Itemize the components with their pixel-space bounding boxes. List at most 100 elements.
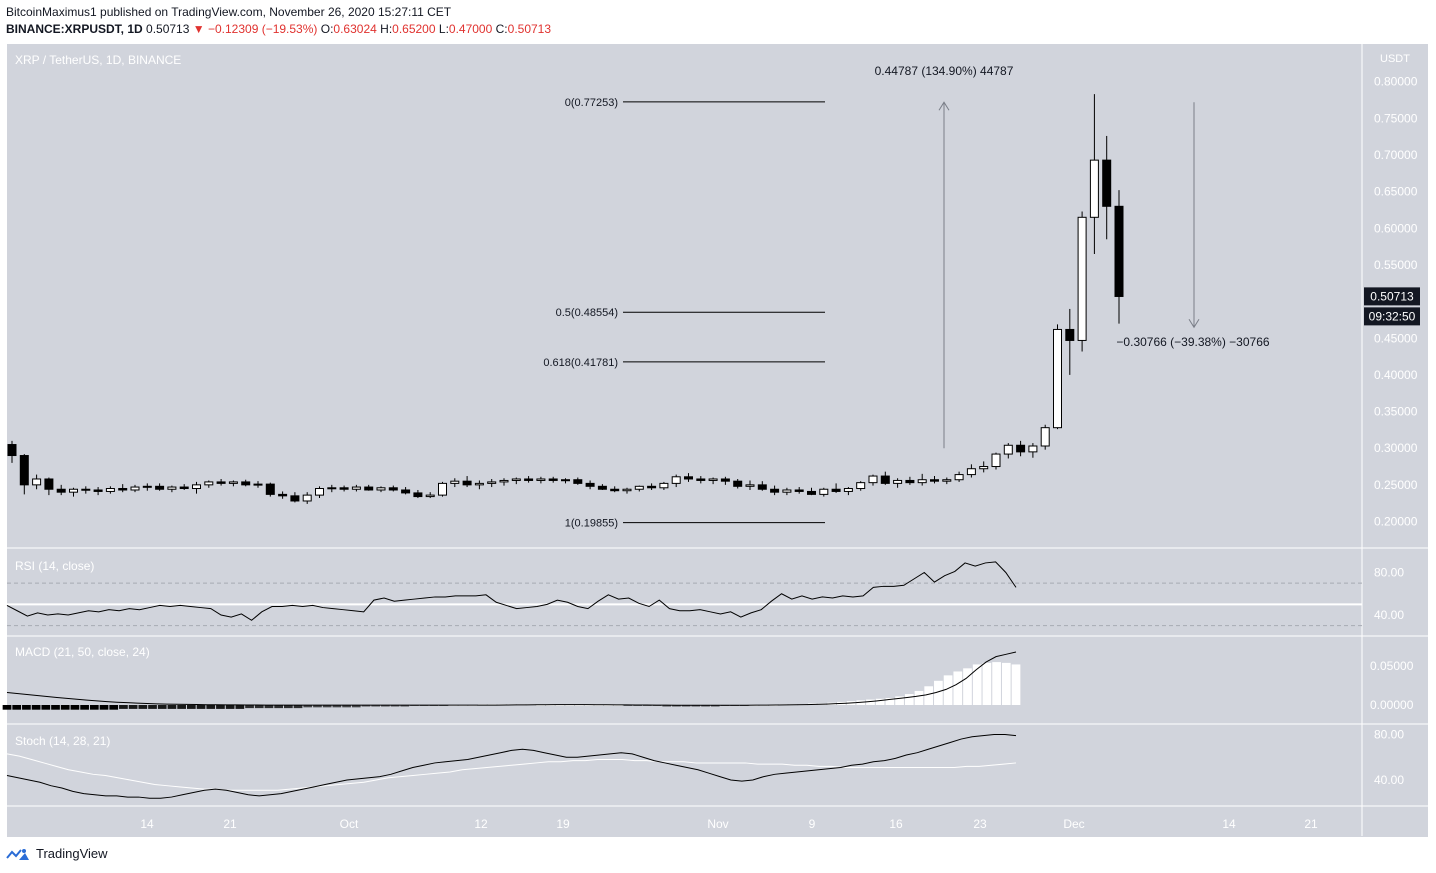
macd-histogram-bar [245,705,254,709]
bearish-candle [794,489,804,492]
rsi-title: RSI (14, close) [15,559,94,573]
bearish-candle [155,485,165,490]
macd-histogram-bar [332,705,342,708]
bearish-candle [364,486,374,491]
last-price-badge [1364,287,1420,306]
bullish-candle [142,485,152,488]
last-price-label: 0.50713 [1370,289,1414,303]
fib-level-label: 0.618(0.41781) [543,357,618,369]
bullish-candle [1028,445,1038,453]
bearish-candle [265,483,275,495]
macd-histogram-bar [99,705,109,710]
bullish-candle [376,487,386,491]
macd-histogram-bar [293,705,303,709]
macd-histogram-bar [167,705,177,709]
change-value: ▼ −0.12309 (−19.53%) [192,22,318,36]
bearish-candle [81,488,91,491]
macd-histogram-bar [681,705,691,707]
bullish-candle [1089,159,1099,218]
close-value: 0.50713 [507,22,552,36]
high-value: 0.65200 [392,22,436,36]
macd-histogram-bar [22,705,31,710]
macd-histogram-bar [109,705,119,710]
bearish-candle [647,485,657,489]
bullish-candle [966,468,976,476]
bullish-candle [315,488,324,496]
bullish-candle [253,483,263,486]
bearish-candle [930,479,939,482]
macd-histogram-bar [575,705,584,706]
price-tick-label: 0.55000 [1374,258,1418,272]
bearish-candle [524,478,534,481]
macd-histogram-bar [565,705,575,706]
time-tick-label: 21 [223,817,237,831]
bullish-candle [917,479,927,484]
bearish-candle [19,455,29,486]
macd-histogram-bar [604,705,613,706]
time-tick-label: 23 [973,817,987,831]
bullish-candle [450,480,460,484]
macd-histogram-bar [672,705,681,707]
time-tick-label: Nov [707,817,728,831]
open-label: O: [320,22,334,36]
countdown-label: 09:32:50 [1369,309,1416,323]
macd-histogram-bar [157,705,167,709]
macd-title: MACD (21, 50, close, 24) [15,645,150,659]
measure-down-arrowhead [1188,318,1200,329]
bearish-candle [93,489,103,492]
bullish-candle [204,481,214,486]
macd-histogram-bar [89,705,99,710]
measure-up-arrowhead [938,101,950,111]
measure-up-label: 0.44787 (134.90%) 44787 [875,64,1014,78]
price-tick-label: 0.75000 [1374,111,1418,125]
bullish-candle [130,486,140,491]
macd-histogram-bar [914,690,924,705]
bearish-candle [278,493,288,497]
macd-histogram-bar [992,662,1001,705]
stoch-d-line [6,753,1017,791]
bullish-candle [819,488,829,495]
publish-info: BitcoinMaximus1 published on TradingView… [6,5,451,19]
bearish-candle [179,486,189,490]
stoch-k-line [6,734,1017,799]
price-tick-label: 0.25000 [1374,478,1418,492]
bullish-candle [708,478,718,481]
macd-histogram-bar [371,705,381,707]
bullish-candle [942,479,952,482]
time-tick-label: 9 [809,817,816,831]
time-tick-label: 14 [1222,817,1236,831]
time-tick-label: 16 [889,817,903,831]
macd-histogram-bar [41,705,51,710]
bullish-candle [979,466,989,470]
bearish-candle [7,444,17,457]
macd-histogram-bar [31,705,41,710]
macd-tick-label: 0.00000 [1370,698,1414,712]
price-tick-label: 0.60000 [1374,221,1418,235]
bullish-candle [659,482,669,489]
chart-title: XRP / TetherUS, 1D, BINANCE [15,53,181,67]
macd-histogram-bar [216,705,225,709]
tradingview-logo-icon [6,848,29,860]
bullish-candle [991,453,1001,468]
stoch-tick-label: 40.00 [1374,773,1404,787]
high-label: H: [380,22,393,36]
chart-background [7,44,1428,837]
bearish-candle [905,479,915,484]
bullish-candle [893,479,903,484]
measure-down-label: −0.30766 (−39.38%) −30766 [1116,335,1269,349]
bearish-candle [585,482,595,487]
macd-histogram-bar [662,705,672,707]
bullish-candle [561,479,570,482]
bullish-candle [868,475,878,484]
bearish-candle [757,484,767,490]
bearish-candle [1114,205,1124,297]
price-tick-label: 0.80000 [1374,75,1418,89]
bullish-candle [1053,328,1062,429]
currency-label: USDT [1380,53,1410,65]
macd-histogram-bar [119,705,128,709]
macd-histogram-bar [235,705,245,709]
bearish-candle [696,478,706,481]
publish-text: BitcoinMaximus1 published on TradingView… [6,5,452,19]
footer: TradingView [6,846,108,861]
